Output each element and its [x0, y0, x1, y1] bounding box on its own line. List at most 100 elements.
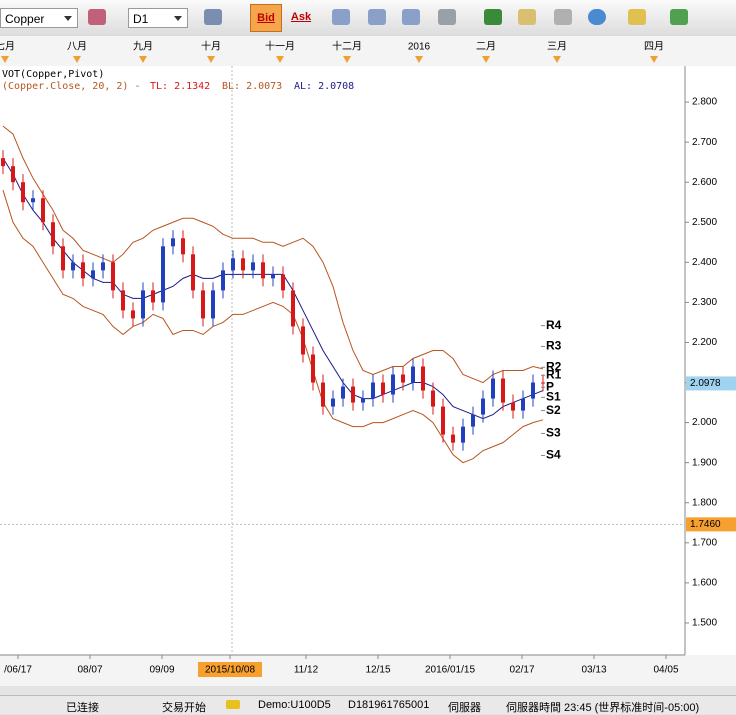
- pivot-label: R1: [546, 367, 562, 381]
- date-label: 08/07: [77, 665, 102, 676]
- candle-body: [1, 158, 5, 167]
- candle-body: [121, 290, 125, 311]
- y-tick-label: 2.600: [692, 177, 717, 188]
- pivot-label: S4: [546, 448, 561, 462]
- band-al: AL: 2.0708: [294, 81, 354, 92]
- candle-body: [281, 274, 285, 291]
- candle-body: [191, 254, 195, 291]
- server: 伺服器: [448, 702, 481, 714]
- candle-body: [161, 246, 165, 303]
- date-label: 03/13: [581, 665, 606, 676]
- candle-body: [431, 390, 435, 407]
- candle-body: [41, 198, 45, 223]
- y-tick-label: 2.700: [692, 137, 717, 148]
- candle-body: [151, 290, 155, 303]
- trading-status: 交易开始: [162, 702, 206, 714]
- cursor-date-box: [198, 662, 262, 677]
- y-tick-label: 2.400: [692, 257, 717, 268]
- chart-type-icon[interactable]: [204, 9, 222, 25]
- scale-icon[interactable]: [402, 9, 420, 25]
- candle-body: [461, 426, 465, 443]
- candle-body: [31, 198, 35, 203]
- date-label: /06/17: [4, 665, 32, 676]
- account-id: D181961765001: [348, 699, 430, 711]
- y-tick-label: 1.700: [692, 537, 717, 548]
- y-axis-area: [685, 66, 736, 655]
- date-label: 12/15: [365, 665, 390, 676]
- status-bar: 已连接 交易开始 Demo:U100D5 D181961765001 伺服器 伺…: [0, 695, 736, 714]
- candle-body: [491, 378, 495, 399]
- candle-body: [391, 374, 395, 395]
- server-time: 伺服器時間 23:45 (世界标准时间-05:00): [506, 702, 700, 714]
- bid-button[interactable]: Bid: [250, 4, 282, 32]
- candle-body: [221, 270, 225, 291]
- candle-body: [291, 290, 295, 327]
- trade-icon: [226, 700, 240, 709]
- candle-body: [381, 382, 385, 395]
- pivot-indicator-label: VOT(Copper,Pivot): [2, 69, 104, 80]
- candle-body: [81, 262, 85, 279]
- ask-button[interactable]: Ask: [290, 11, 312, 23]
- month-label: 十二月: [332, 40, 362, 53]
- candle-body: [331, 398, 335, 407]
- month-label: 2016: [408, 42, 431, 53]
- candle-body: [11, 166, 15, 183]
- image-icon[interactable]: [670, 9, 688, 25]
- account: Demo:U100D5: [258, 699, 331, 711]
- pivot-label: R2: [546, 359, 562, 373]
- month-marker: [276, 56, 284, 63]
- view-icon[interactable]: [554, 9, 572, 25]
- zoom-in-icon[interactable]: [332, 9, 350, 25]
- pivot-label: S1: [546, 390, 561, 404]
- candle-body: [111, 262, 115, 291]
- band-bl: BL: 2.0073: [222, 81, 282, 92]
- date-label: 02/17: [509, 665, 534, 676]
- candle-body: [351, 386, 355, 403]
- candle-body: [71, 262, 75, 271]
- date-label: 09/09: [149, 665, 174, 676]
- cursor-price-label: 1.7460: [690, 519, 721, 530]
- date-label: 11/12: [294, 665, 319, 676]
- pivot-label: R3: [546, 339, 562, 353]
- month-marker: [553, 56, 561, 63]
- month-marker: [1, 56, 9, 63]
- candle-body: [211, 290, 215, 319]
- date-label: 04/05: [653, 665, 678, 676]
- candle-body: [181, 238, 185, 255]
- month-label: 十月: [201, 40, 221, 53]
- link-icon[interactable]: [88, 9, 106, 25]
- globe-icon[interactable]: [588, 9, 606, 25]
- month-marker: [343, 56, 351, 63]
- pivot-label: R4: [546, 318, 562, 332]
- candle-body: [371, 382, 375, 399]
- candle-body: [311, 354, 315, 383]
- plot-area: [0, 66, 685, 655]
- month-label: 四月: [644, 41, 664, 53]
- band-indicator-label: (Copper.Close, 20, 2) -: [2, 81, 140, 92]
- candle-body: [171, 238, 175, 247]
- candle-body: [141, 290, 145, 319]
- month-marker: [73, 56, 81, 63]
- candle-body: [231, 258, 235, 271]
- candle-body: [341, 386, 345, 399]
- symbol-select[interactable]: Copper: [0, 8, 78, 28]
- month-marker: [650, 56, 658, 63]
- indicator-icon[interactable]: [484, 9, 502, 25]
- search-icon[interactable]: [438, 9, 456, 25]
- zoom-out-icon[interactable]: [368, 9, 386, 25]
- candle-body: [101, 262, 105, 271]
- ruler-icon[interactable]: [628, 9, 646, 25]
- edit-icon[interactable]: [518, 9, 536, 25]
- pivot-label: S3: [546, 426, 561, 440]
- date-row: [0, 655, 736, 686]
- y-tick-label: 1.500: [692, 618, 717, 629]
- month-label: 三月: [547, 41, 567, 53]
- timeframe-select[interactable]: D1: [128, 8, 188, 28]
- band-tl: TL: 2.1342: [150, 81, 210, 92]
- month-label: 八月: [67, 41, 87, 53]
- band-line: [2, 125, 544, 384]
- y-tick-label: 2.000: [692, 417, 717, 428]
- candle-body: [541, 382, 545, 384]
- y-tick-label: 1.600: [692, 578, 717, 589]
- candle-body: [51, 222, 55, 247]
